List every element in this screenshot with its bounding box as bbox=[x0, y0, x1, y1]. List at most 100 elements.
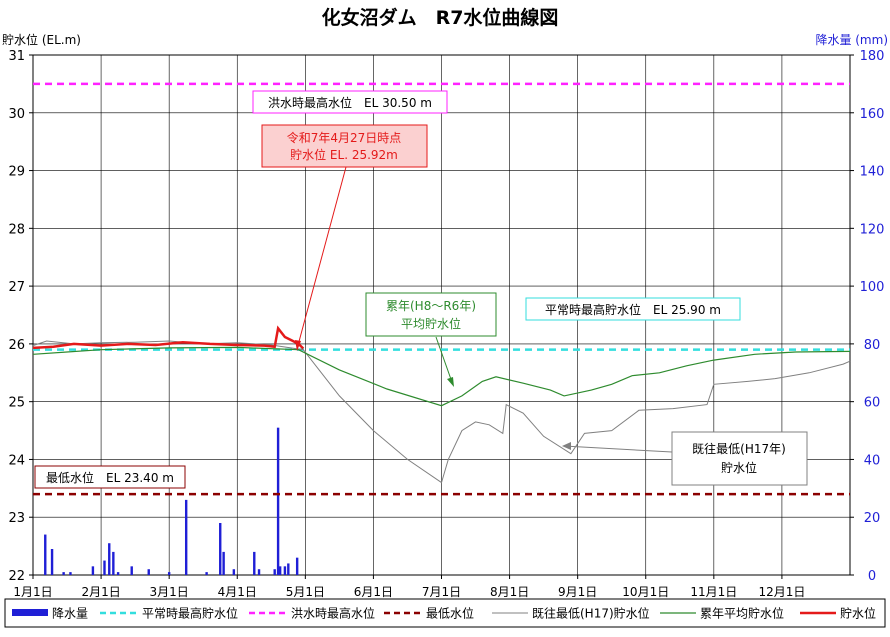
y-right-tick-label: 120 bbox=[860, 222, 885, 237]
x-tick-label: 6月1日 bbox=[354, 585, 393, 599]
precip-bar bbox=[130, 566, 133, 575]
y-left-axis-label: 貯水位 (EL.m) bbox=[2, 32, 81, 47]
precip-bar bbox=[276, 427, 280, 575]
current-label-line1: 令和7年4月27日時点 bbox=[287, 130, 402, 145]
x-tick-label: 7月1日 bbox=[422, 585, 461, 599]
y-left-tick-label: 25 bbox=[8, 396, 25, 411]
chart-title: 化女沼ダム R7水位曲線図 bbox=[322, 6, 559, 29]
series-lines bbox=[32, 325, 851, 484]
current-series bbox=[32, 325, 305, 350]
precip-bar bbox=[167, 572, 171, 575]
y-left-tick-label: 27 bbox=[8, 280, 25, 295]
y-right-tick-label: 60 bbox=[864, 396, 881, 411]
precip-bar bbox=[287, 563, 290, 575]
precip-bar bbox=[184, 499, 188, 575]
y-left-ticks: 22 23 24 25 26 27 28 29 30 31 bbox=[8, 49, 33, 584]
x-tick-label: 3月1日 bbox=[150, 585, 189, 599]
precip-bar bbox=[253, 551, 256, 575]
precip-bar bbox=[278, 566, 282, 575]
record-low-arrow bbox=[563, 445, 673, 453]
record-low-arrowhead bbox=[562, 442, 571, 450]
average-series bbox=[32, 346, 851, 407]
x-ticks: 1月1日 2月1日 3月1日 4月1日 5月1日 6月1日 7月1日 8月1日 9月1日 10月1… bbox=[13, 575, 805, 599]
avg-label-line2: 平均貯水位 bbox=[401, 316, 461, 331]
legend-label-min_level: 最低水位 bbox=[426, 606, 474, 621]
y-right-tick-label: 180 bbox=[860, 49, 885, 64]
flood-max-label: 洪水時最高水位 EL 30.50 m bbox=[268, 95, 432, 110]
avg-arrow bbox=[435, 336, 454, 386]
y-right-tick-label: 80 bbox=[864, 338, 881, 353]
legend-label-avg: 累年平均貯水位 bbox=[700, 606, 784, 621]
precip-bar bbox=[91, 566, 95, 575]
x-tick-label: 11月1日 bbox=[690, 585, 737, 599]
x-tick-label: 4月1日 bbox=[218, 585, 257, 599]
x-tick-label: 9月1日 bbox=[558, 585, 597, 599]
avg-label-line1: 累年(H8～R6年) bbox=[386, 299, 476, 313]
y-left-tick-label: 29 bbox=[8, 165, 25, 180]
y-right-tick-label: 140 bbox=[860, 165, 885, 180]
current-label-line2: 貯水位 EL. 25.92m bbox=[290, 147, 398, 162]
legend-label-normal_max: 平常時最高貯水位 bbox=[142, 606, 238, 621]
precip-bar bbox=[44, 534, 47, 575]
y-right-tick-label: 20 bbox=[864, 511, 881, 526]
precip-bar bbox=[147, 569, 150, 575]
record-low-label-line2: 貯水位 bbox=[721, 460, 757, 475]
y-left-tick-label: 30 bbox=[8, 107, 25, 122]
precip-bar bbox=[295, 557, 299, 575]
precip-bar bbox=[232, 569, 236, 575]
x-tick-label: 5月1日 bbox=[286, 585, 325, 599]
record-low-annotation: 既往最低(H17年) 貯水位 bbox=[562, 431, 808, 486]
legend-label-current: 貯水位 bbox=[840, 606, 876, 621]
y-right-ticks: 0 20 40 60 80 100 120 140 160 180 bbox=[850, 49, 884, 584]
y-right-tick-label: 40 bbox=[864, 453, 881, 468]
min-level-label: 最低水位 EL 23.40 m bbox=[46, 470, 174, 485]
y-left-tick-label: 24 bbox=[8, 453, 25, 468]
x-tick-label: 1月1日 bbox=[13, 585, 52, 599]
legend-label-precip: 降水量 bbox=[52, 607, 88, 621]
y-left-tick-label: 28 bbox=[8, 222, 25, 237]
precip-bar bbox=[205, 572, 208, 575]
legend: 降水量 平常時最高貯水位 洪水時最高水位 最低水位 既往最低(H17)貯水位 累年平均貯水… bbox=[12, 606, 876, 621]
precip-bar bbox=[62, 572, 65, 575]
current-arrow bbox=[296, 166, 347, 350]
current-annotation: 令和7年4月27日時点 貯水位 EL. 25.92m bbox=[261, 124, 428, 351]
precip-bar bbox=[112, 551, 115, 575]
y-left-tick-label: 22 bbox=[8, 569, 25, 584]
legend-label-flood_max: 洪水時最高水位 bbox=[291, 606, 375, 621]
record-low-label-line1: 既往最低(H17年) bbox=[692, 441, 786, 456]
y-left-tick-label: 31 bbox=[8, 49, 25, 64]
y-right-tick-label: 100 bbox=[860, 280, 885, 295]
legend-swatch-precip bbox=[12, 609, 48, 616]
x-tick-label: 10月1日 bbox=[622, 585, 669, 599]
normal-max-label: 平常時最高貯水位 EL 25.90 m bbox=[545, 302, 721, 317]
x-tick-label: 2月1日 bbox=[81, 585, 120, 599]
precip-bar bbox=[116, 572, 120, 575]
precip-bar bbox=[273, 569, 276, 575]
min-level-annotation: 最低水位 EL 23.40 m bbox=[34, 465, 186, 489]
legend-box bbox=[4, 598, 886, 628]
y-right-tick-label: 160 bbox=[860, 107, 885, 122]
precip-bar bbox=[108, 543, 111, 575]
avg-arrowhead bbox=[447, 377, 454, 387]
precip-bar bbox=[50, 549, 54, 575]
avg-annotation: 累年(H8～R6年) 平均貯水位 bbox=[365, 292, 497, 387]
x-tick-label: 12月1日 bbox=[758, 585, 805, 599]
reference-lines bbox=[33, 82, 850, 496]
current-arrowhead bbox=[295, 340, 301, 351]
x-tick-label: 8月1日 bbox=[490, 585, 529, 599]
precipitation-bars bbox=[44, 427, 299, 575]
y-right-axis-label: 降水量 (mm) bbox=[815, 33, 888, 47]
precip-bar bbox=[283, 566, 287, 575]
flood-max-annotation: 洪水時最高水位 EL 30.50 m bbox=[252, 90, 448, 114]
precip-bar bbox=[69, 572, 72, 575]
precip-bar bbox=[219, 523, 222, 575]
precip-bar bbox=[222, 551, 225, 575]
y-left-tick-label: 23 bbox=[8, 511, 25, 526]
y-right-tick-label: 0 bbox=[868, 569, 876, 584]
legend-label-record_low: 既往最低(H17)貯水位 bbox=[532, 606, 650, 621]
precip-bar bbox=[257, 569, 261, 575]
precip-bar bbox=[103, 560, 106, 575]
y-left-tick-label: 26 bbox=[8, 338, 25, 353]
normal-max-annotation: 平常時最高貯水位 EL 25.90 m bbox=[525, 297, 741, 321]
